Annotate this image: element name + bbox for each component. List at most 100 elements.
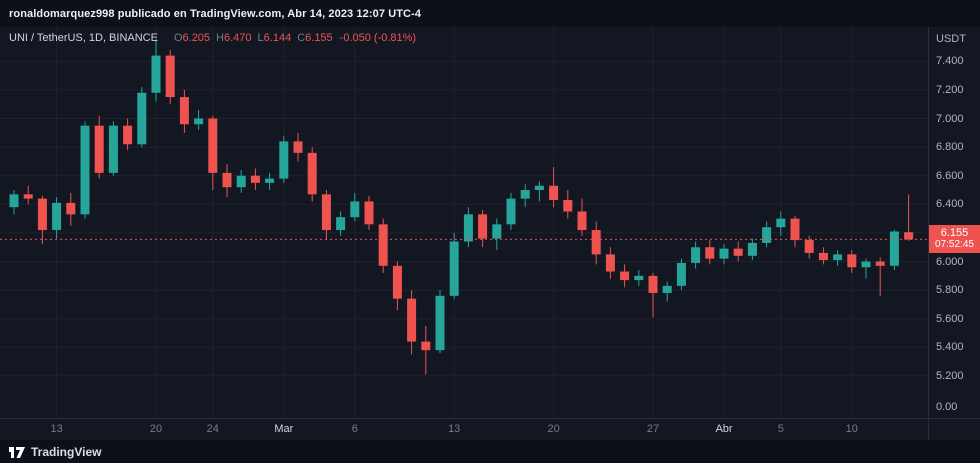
candle-body	[506, 198, 516, 225]
ohlc-change: -0.050 (-0.81%)	[339, 32, 417, 44]
bar-countdown: 07:52:45	[935, 239, 974, 251]
candle	[37, 195, 47, 245]
candle	[250, 168, 260, 191]
candle	[236, 170, 246, 193]
time-tick-label: 27	[646, 423, 660, 435]
candle-body	[534, 185, 544, 191]
candle-body	[265, 178, 275, 183]
candle	[563, 190, 573, 219]
candle	[662, 281, 672, 302]
candle	[747, 238, 757, 261]
candle-body	[37, 198, 47, 231]
candle	[421, 325, 431, 375]
candle-body	[776, 218, 786, 228]
ohlc-close-value: 6.155	[305, 32, 333, 44]
candle	[605, 247, 615, 279]
candle-body	[790, 218, 800, 241]
candle-body	[691, 247, 701, 263]
candle	[762, 221, 772, 248]
candle-body	[94, 125, 104, 173]
candle-body	[435, 295, 445, 351]
candle-body	[676, 262, 686, 286]
candle	[875, 257, 885, 296]
symbol-legend[interactable]: UNI / TetherUS, 1D, BINANCE O 6.205 H 6.47…	[9, 32, 416, 44]
candle-body	[620, 271, 630, 281]
candle	[506, 192, 516, 231]
ohlc-high-label: H	[216, 32, 224, 44]
time-tick-label: 13	[50, 423, 63, 435]
price-tick-label: 6.400	[936, 198, 964, 211]
candle	[52, 197, 62, 239]
candle	[151, 38, 161, 102]
candle-body	[478, 214, 488, 239]
candle-body	[208, 118, 218, 173]
time-tick-label: 5	[777, 423, 784, 435]
candle-body	[875, 261, 885, 266]
candle	[534, 181, 544, 202]
candle-body	[889, 231, 899, 266]
candle-body	[222, 172, 232, 188]
price-tick-label: 5.800	[936, 284, 964, 297]
candle	[23, 185, 33, 205]
candle	[591, 221, 601, 265]
candle-body	[307, 152, 317, 195]
attribution-text: ronaldomarquez998 publicado en TradingVi…	[9, 7, 422, 20]
candle-body	[108, 125, 118, 173]
candle	[776, 211, 786, 236]
candle-body	[9, 194, 19, 208]
symbol-title[interactable]: UNI / TetherUS, 1D, BINANCE	[9, 32, 158, 44]
candle-body	[151, 55, 161, 93]
candle	[478, 210, 488, 248]
candle-body	[336, 217, 346, 231]
candle	[648, 272, 658, 318]
price-tick-label: 7.000	[936, 112, 964, 125]
candle	[307, 147, 317, 202]
time-axis[interactable]: 13 20 24 Mar 6 13 20 27 Abr 5 10	[0, 419, 928, 440]
candle-body	[705, 247, 715, 259]
candle-body	[321, 194, 331, 231]
candle-body	[52, 202, 62, 231]
candle-body	[421, 341, 431, 351]
candle	[449, 232, 459, 299]
price-tick-label: 6.000	[936, 255, 964, 268]
candle	[889, 230, 899, 271]
candle	[94, 115, 104, 179]
tradingview-logo[interactable]	[9, 444, 25, 459]
candle	[818, 247, 828, 265]
candle-body	[804, 240, 814, 253]
candle-body	[293, 141, 303, 153]
candle	[66, 192, 76, 226]
candle	[392, 261, 402, 311]
time-tick-label: 6	[351, 423, 358, 435]
candle-body	[818, 252, 828, 261]
ohlc-high-value: 6.470	[224, 32, 252, 44]
candle-body	[66, 202, 76, 215]
candle-body	[847, 254, 857, 268]
candle-body	[591, 230, 601, 255]
price-tick-label: 0.00	[936, 401, 958, 413]
candle-body	[563, 200, 573, 212]
candle-body	[733, 248, 743, 256]
candle-body	[137, 92, 147, 145]
chart-plot[interactable]: UNI / TetherUS, 1D, BINANCE O 6.205 H 6.47…	[0, 27, 928, 418]
last-price-badge: 6.155 07:52:45	[929, 225, 980, 254]
footer-bar: TradingView	[0, 440, 980, 463]
candlestick-chart[interactable]	[0, 27, 928, 418]
candle	[861, 258, 871, 279]
candle	[719, 244, 729, 265]
last-price-value: 6.155	[940, 227, 969, 240]
candle	[435, 290, 445, 354]
candle	[378, 218, 388, 273]
candle-body	[80, 125, 90, 215]
candle-body	[861, 261, 871, 268]
price-axis[interactable]: USDT 6.155 07:52:45 7.400 7.200 7.000 6.800…	[928, 27, 980, 418]
brand-wordmark[interactable]: TradingView	[31, 444, 102, 459]
candle-body	[833, 254, 843, 261]
candle-body	[605, 254, 615, 272]
candle	[350, 192, 360, 222]
chart-area: UNI / TetherUS, 1D, BINANCE O 6.205 H 6.47…	[0, 27, 980, 418]
candle-body	[279, 141, 289, 179]
candle	[108, 121, 118, 176]
candle	[222, 164, 232, 198]
candle-body	[165, 55, 175, 98]
